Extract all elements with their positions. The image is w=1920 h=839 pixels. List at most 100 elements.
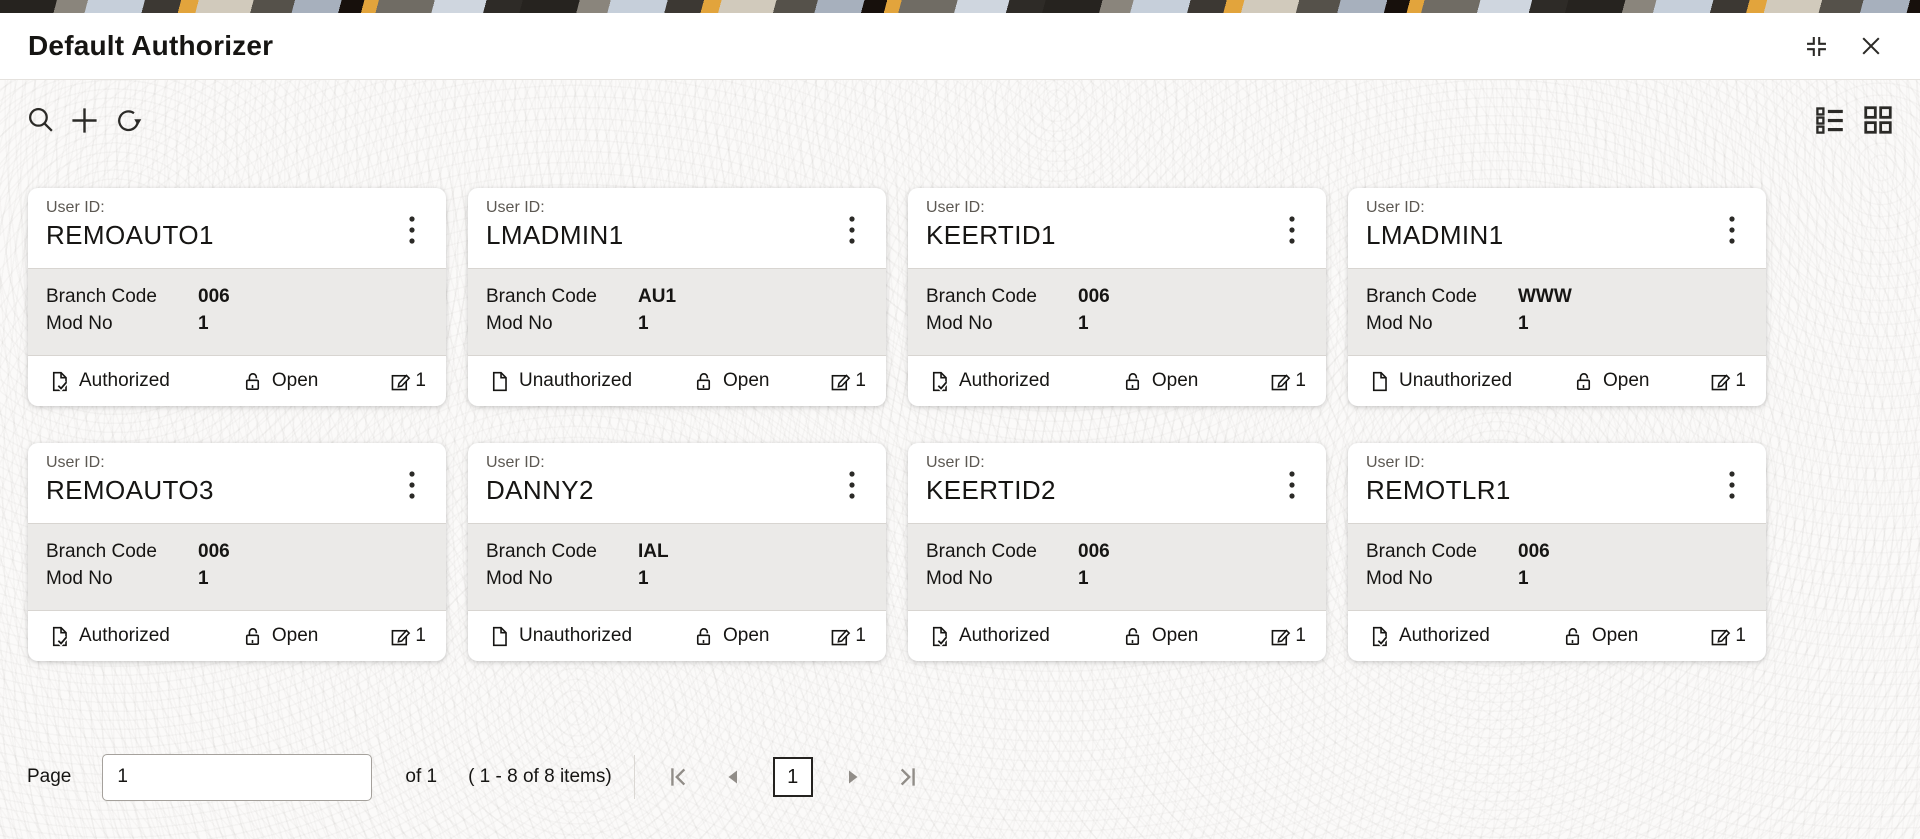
authorized-doc-icon bbox=[1368, 625, 1391, 648]
card-body: Branch Code 006 Mod No 1 bbox=[28, 523, 446, 611]
page-label: Page bbox=[27, 766, 72, 787]
user-id-label: User ID: bbox=[46, 199, 105, 216]
record-status-label: Open bbox=[271, 370, 319, 391]
user-id-value: DANNY2 bbox=[486, 475, 594, 505]
authorizer-card[interactable]: User ID: REMOTLR1 Branch Code 006 Mod No 1… bbox=[1348, 443, 1766, 661]
record-status: Open bbox=[692, 370, 769, 393]
edit-icon bbox=[829, 625, 852, 648]
kebab-menu-icon bbox=[847, 469, 857, 501]
card-body: Branch Code 006 Mod No 1 bbox=[908, 523, 1326, 611]
branch-code-label: Branch Code bbox=[1366, 286, 1477, 307]
authorizer-card[interactable]: User ID: DANNY2 Branch Code IAL Mod No 1 U… bbox=[468, 443, 886, 661]
unauthorized-doc-icon bbox=[488, 625, 511, 648]
list-view-button[interactable] bbox=[1814, 104, 1846, 136]
kebab-menu-button[interactable] bbox=[402, 469, 422, 501]
edit-count: 1 bbox=[1709, 625, 1746, 648]
card-footer: Authorized Open 1 bbox=[908, 356, 1326, 406]
mod-no-value: 1 bbox=[1078, 568, 1089, 589]
record-status-label: Open bbox=[722, 625, 770, 646]
kebab-menu-icon bbox=[1287, 214, 1297, 246]
kebab-menu-button[interactable] bbox=[1722, 214, 1742, 246]
record-status-label: Open bbox=[1151, 370, 1199, 391]
authorized-doc-icon bbox=[928, 625, 951, 648]
mod-no-value: 1 bbox=[1518, 313, 1529, 334]
close-button[interactable] bbox=[1858, 33, 1884, 59]
edit-count: 1 bbox=[1269, 370, 1306, 393]
card-header: User ID: REMOAUTO3 bbox=[28, 443, 446, 523]
decorative-header-strip bbox=[0, 0, 1920, 13]
refresh-icon bbox=[113, 105, 144, 136]
kebab-menu-button[interactable] bbox=[1282, 214, 1302, 246]
record-status: Open bbox=[1572, 370, 1649, 393]
edit-count: 1 bbox=[1269, 625, 1306, 648]
authorizer-card[interactable]: User ID: REMOAUTO1 Branch Code 006 Mod No… bbox=[28, 188, 446, 406]
next-page-button[interactable] bbox=[837, 762, 867, 792]
user-id-value: REMOTLR1 bbox=[1366, 475, 1511, 505]
authorizer-card[interactable]: User ID: LMADMIN1 Branch Code WWW Mod No 1… bbox=[1348, 188, 1766, 406]
edit-icon bbox=[389, 625, 412, 648]
kebab-menu-button[interactable] bbox=[842, 214, 862, 246]
prev-page-icon bbox=[722, 765, 746, 789]
edit-count-value: 1 bbox=[855, 625, 866, 646]
authorizer-card[interactable]: User ID: KEERTID2 Branch Code 006 Mod No 1… bbox=[908, 443, 1326, 661]
last-page-button[interactable] bbox=[891, 762, 921, 792]
kebab-menu-button[interactable] bbox=[1722, 469, 1742, 501]
branch-code-label: Branch Code bbox=[486, 286, 597, 307]
user-id-value: KEERTID2 bbox=[926, 475, 1056, 505]
next-page-icon bbox=[840, 765, 864, 789]
record-status-label: Open bbox=[722, 370, 770, 391]
record-status: Open bbox=[692, 625, 769, 648]
toolbar bbox=[25, 100, 1894, 140]
kebab-menu-button[interactable] bbox=[1282, 469, 1302, 501]
record-status: Open bbox=[241, 625, 318, 648]
card-header: User ID: KEERTID2 bbox=[908, 443, 1326, 523]
authorized-doc-icon bbox=[48, 370, 71, 393]
search-button[interactable] bbox=[25, 105, 56, 136]
card-body: Branch Code 006 Mod No 1 bbox=[908, 268, 1326, 356]
edit-count-value: 1 bbox=[1735, 370, 1746, 391]
page-title: Default Authorizer bbox=[28, 30, 274, 61]
authorizer-card[interactable]: User ID: LMADMIN1 Branch Code AU1 Mod No 1… bbox=[468, 188, 886, 406]
add-button[interactable] bbox=[68, 104, 101, 137]
user-id-value: LMADMIN1 bbox=[486, 220, 624, 250]
user-id-label: User ID: bbox=[926, 199, 985, 216]
mod-no-value: 1 bbox=[638, 313, 649, 334]
card-body: Branch Code IAL Mod No 1 bbox=[468, 523, 886, 611]
list-view-icon bbox=[1814, 104, 1846, 136]
authorizer-card[interactable]: User ID: REMOAUTO3 Branch Code 006 Mod No… bbox=[28, 443, 446, 661]
record-status: Open bbox=[1121, 370, 1198, 393]
view-switcher bbox=[1814, 104, 1894, 136]
mod-no-value: 1 bbox=[198, 313, 209, 334]
branch-code-value: IAL bbox=[638, 541, 669, 562]
first-page-button[interactable] bbox=[665, 762, 695, 792]
edit-count-value: 1 bbox=[415, 625, 426, 646]
collapse-button[interactable] bbox=[1803, 33, 1830, 60]
authorizer-card[interactable]: User ID: KEERTID1 Branch Code 006 Mod No 1… bbox=[908, 188, 1326, 406]
branch-code-label: Branch Code bbox=[926, 286, 1037, 307]
mod-no-label: Mod No bbox=[926, 313, 993, 334]
grid-view-button[interactable] bbox=[1862, 104, 1894, 136]
kebab-menu-button[interactable] bbox=[402, 214, 422, 246]
open-lock-icon bbox=[1121, 370, 1144, 393]
card-header: User ID: LMADMIN1 bbox=[468, 188, 886, 268]
branch-code-value: 006 bbox=[1078, 541, 1110, 562]
auth-status: Authorized bbox=[928, 370, 1050, 393]
edit-count-value: 1 bbox=[415, 370, 426, 391]
branch-code-label: Branch Code bbox=[486, 541, 597, 562]
kebab-menu-button[interactable] bbox=[842, 469, 862, 501]
mod-no-label: Mod No bbox=[1366, 568, 1433, 589]
card-footer: Authorized Open 1 bbox=[28, 611, 446, 661]
prev-page-button[interactable] bbox=[719, 762, 749, 792]
current-page-button[interactable]: 1 bbox=[772, 757, 813, 797]
page-number-input[interactable] bbox=[102, 753, 373, 801]
user-id-label: User ID: bbox=[926, 454, 985, 471]
kebab-menu-icon bbox=[1727, 214, 1737, 246]
record-status-label: Open bbox=[1602, 370, 1650, 391]
authorized-doc-icon bbox=[48, 625, 71, 648]
branch-code-value: AU1 bbox=[638, 286, 677, 307]
card-header: User ID: DANNY2 bbox=[468, 443, 886, 523]
auth-status-label: Authorized bbox=[79, 625, 170, 646]
refresh-button[interactable] bbox=[113, 105, 144, 136]
close-icon bbox=[1858, 33, 1884, 59]
card-footer: Unauthorized Open 1 bbox=[468, 611, 886, 661]
